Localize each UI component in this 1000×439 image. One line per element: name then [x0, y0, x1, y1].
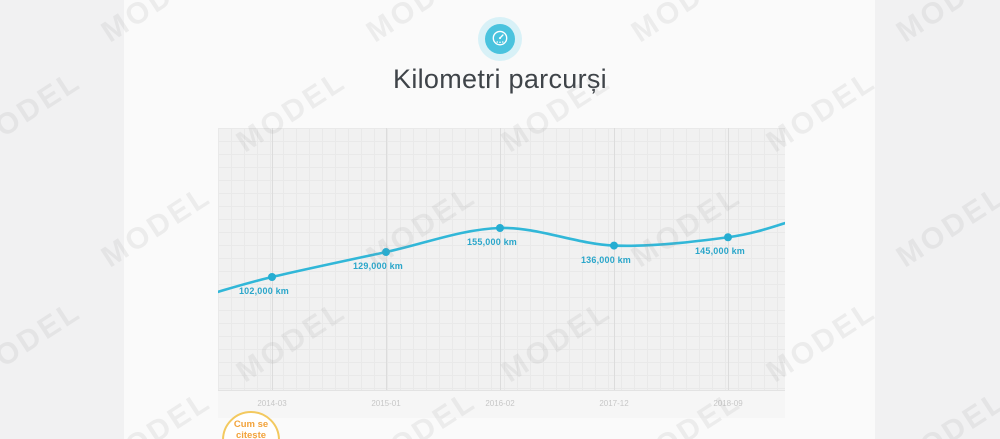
x-axis-label: 2016-02 [485, 399, 515, 408]
x-axis-label: 2014-03 [257, 399, 287, 408]
point-value-label: 102,000 km [238, 286, 290, 296]
speedometer-icon [478, 17, 522, 61]
major-gridline [386, 128, 387, 390]
x-axis-label: 2015-01 [371, 399, 401, 408]
chart-plot-area: 102,000 km 129,000 km 155,000 km 136,000 km… [218, 128, 785, 390]
major-gridline [272, 128, 273, 390]
kilometers-line-chart: 102,000 km 129,000 km 155,000 km 136,000 km… [218, 128, 785, 418]
page-title: Kilometri parcurși [393, 64, 607, 94]
data-point[interactable] [610, 241, 618, 250]
data-point[interactable] [496, 224, 504, 232]
data-point[interactable] [268, 273, 276, 281]
speedometer-glyph [492, 30, 508, 46]
data-point[interactable] [724, 233, 732, 242]
data-point[interactable] [382, 248, 390, 257]
point-value-label: 136,000 km [580, 254, 632, 265]
watermark-text: MODEL [625, 0, 748, 50]
left-margin [0, 0, 124, 439]
x-axis: 2014-03 2015-01 2016-02 2017-12 2018-09 [218, 390, 785, 418]
right-margin [875, 0, 1000, 439]
how-to-read-label: Cum se citește [233, 419, 269, 439]
line-series [218, 221, 785, 294]
point-value-label: 129,000 km [352, 261, 404, 272]
x-axis-label: 2017-12 [599, 399, 629, 408]
point-value-label: 145,000 km [694, 246, 746, 257]
x-axis-label: 2018-09 [713, 399, 743, 408]
speedometer-icon-inner [485, 24, 515, 54]
point-value-label: 155,000 km [466, 237, 518, 247]
watermark-text: MODEL [360, 0, 483, 50]
major-gridline [500, 128, 501, 390]
major-gridline [728, 128, 729, 390]
major-gridline [614, 128, 615, 390]
